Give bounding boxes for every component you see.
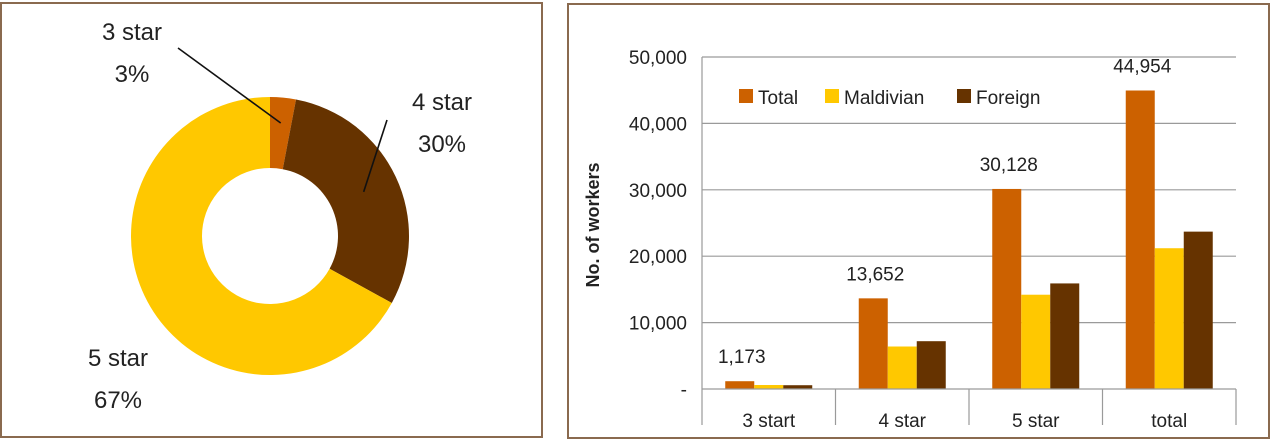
bar-maldivian-3-start (754, 385, 784, 389)
y-tick-label: 10,000 (629, 314, 687, 335)
data-label: 44,954 (1113, 57, 1172, 78)
y-tick-label: 20,000 (629, 247, 687, 268)
slice-label: 5 star (88, 345, 148, 372)
bar-maldivian-4-star (887, 346, 917, 389)
x-tick-label: 3 start (742, 411, 796, 432)
slice-label: 3 star (102, 19, 162, 46)
x-tick-label: 4 star (878, 411, 926, 432)
leader-line-3-star (177, 47, 282, 124)
legend-swatch-foreign (957, 89, 971, 103)
y-tick-label: 50,000 (629, 48, 687, 69)
bar-total-5-star (992, 188, 1022, 389)
legend-swatch-total (739, 89, 753, 103)
y-tick-label: 40,000 (629, 114, 687, 135)
slice-percent-label: 67% (94, 387, 142, 414)
slice-percent-label: 30% (418, 131, 466, 158)
bar-chart-panel: - 10,000 20,000 30,000 40,000 50,000 No. of wo… (567, 3, 1270, 439)
slice-percent-label: 3% (115, 61, 150, 88)
bar-total-total (1125, 90, 1155, 390)
x-tick-label: total (1151, 411, 1187, 432)
leader-line-4-star (362, 119, 388, 193)
donut-slice-4-star (282, 99, 409, 303)
legend-label: Maldivian (844, 88, 924, 109)
data-label: 13,652 (846, 264, 904, 285)
bar-total-4-star (858, 298, 888, 389)
bar-maldivian-5-star (1021, 294, 1051, 389)
donut-chart: 3 star 3% 4 star 30% 5 star 67% (88, 19, 472, 414)
y-axis-title: No. of workers (583, 162, 603, 287)
legend-label: Total (758, 88, 798, 109)
x-tick-label: 5 star (1012, 411, 1060, 432)
bar-foreign-3-start (783, 385, 813, 389)
bar-maldivian-total (1154, 248, 1184, 389)
bar-foreign-total (1183, 231, 1213, 389)
bar-foreign-4-star (916, 341, 946, 389)
donut-slice-3-star (270, 97, 297, 170)
donut-slice-5-star (131, 97, 392, 375)
bar-total-3-start (725, 381, 755, 389)
legend-label: Foreign (976, 88, 1040, 109)
y-tick-label: 30,000 (629, 181, 687, 202)
legend-swatch-maldivian (825, 89, 839, 103)
y-tick-label: - (681, 380, 687, 401)
slice-label: 4 star (412, 89, 472, 116)
data-label: 1,173 (718, 347, 766, 368)
bar-chart: - 10,000 20,000 30,000 40,000 50,000 No. of wo… (583, 48, 1237, 432)
bar-foreign-5-star (1050, 283, 1080, 389)
donut-chart-panel: 3 star 3% 4 star 30% 5 star 67% (0, 2, 543, 438)
data-label: 30,128 (980, 155, 1038, 176)
